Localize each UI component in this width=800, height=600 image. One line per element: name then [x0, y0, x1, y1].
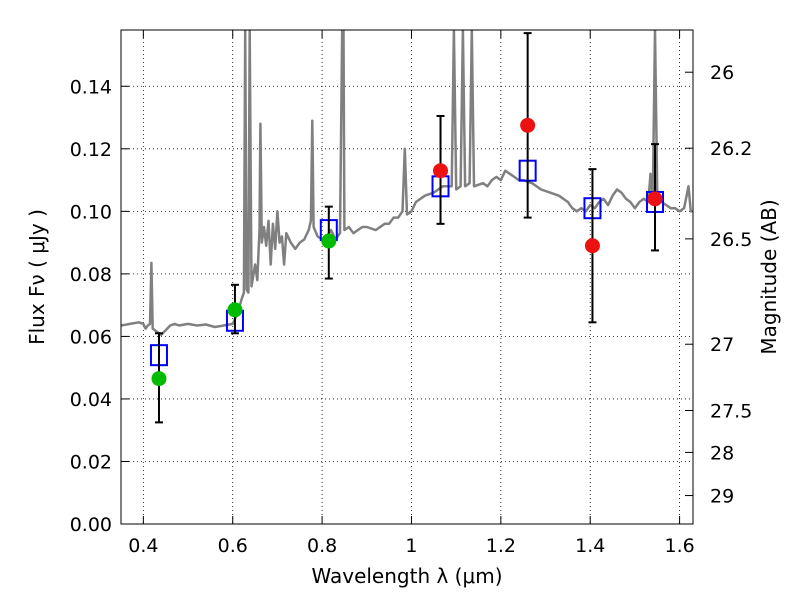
mag-tick-label: 29 [710, 486, 734, 508]
y-tick-label: 0.10 [70, 201, 112, 223]
markers-layer [149, 32, 665, 424]
axis-ticks: 0.4 0.6 0.8 1 1.2 1.4 1.6 0.00 0.02 0.04 0.06 0.08 0… [70, 30, 752, 557]
observed-point [151, 371, 167, 387]
observed-point [227, 302, 243, 318]
x-tick-label: 0.8 [307, 535, 337, 557]
observed-point [520, 117, 536, 133]
mag-tick-label: 26 [710, 62, 734, 84]
x-tick-label: 1.6 [664, 535, 694, 557]
mag-tick-label: 27 [710, 334, 734, 356]
x-tick-label: 1 [405, 535, 417, 557]
observed-point [433, 163, 449, 179]
observed-point [584, 238, 600, 254]
y-tick-label: 0.08 [70, 264, 112, 286]
x-tick-label: 1.2 [486, 535, 516, 557]
y-tick-label: 0.14 [70, 76, 112, 98]
spectrum-line [121, 30, 693, 337]
plot-frame [120, 29, 694, 525]
y-tick-label: 0.12 [70, 139, 112, 161]
grid [121, 30, 693, 524]
x-tick-label: 1.4 [575, 535, 605, 557]
right-y-axis-label: Magnitude (AB) [757, 199, 781, 354]
y-tick-label: 0.06 [70, 326, 112, 348]
y-tick-label: 0.02 [70, 451, 112, 473]
y-tick-label: 0.00 [70, 514, 112, 536]
mag-tick-label: 28 [710, 442, 734, 464]
x-tick-label: 0.4 [128, 535, 158, 557]
y-tick-label: 0.04 [70, 389, 112, 411]
x-tick-label: 0.6 [218, 535, 248, 557]
spectrum-layer [121, 30, 693, 337]
mag-tick-label: 26.2 [710, 138, 752, 160]
x-axis-label: Wavelength λ (μm) [311, 564, 502, 588]
observed-point [647, 191, 663, 207]
observed-point [321, 233, 337, 249]
mag-tick-label: 26.5 [710, 229, 752, 251]
mag-tick-label: 27.5 [710, 401, 752, 423]
y-axis-label: Flux Fν ( μJy ) [25, 209, 49, 345]
